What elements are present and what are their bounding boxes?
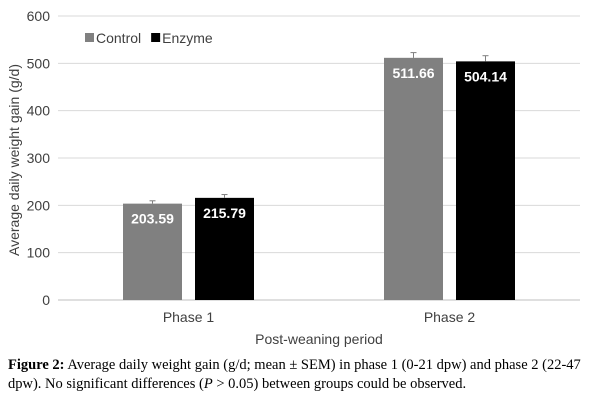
caption-italic-p: P [203,376,213,392]
legend-swatch [85,33,94,42]
x-axis-title: Post-weaning period [255,331,383,347]
legend-swatch [151,33,161,42]
data-label: 215.79 [203,205,246,221]
bar-enzyme-phase-1 [195,197,254,300]
y-axis-ticks: 0 100 200 300 400 500 600 [27,8,51,308]
data-label: 511.66 [392,65,434,81]
y-tick-label: 400 [27,103,51,119]
data-labels: 203.59 215.79 511.66 504.14 [131,65,507,227]
caption-text-part-2: > 0.05) between groups could be observed… [212,376,467,392]
y-axis-title: Average daily weight gain (g/d) [6,64,22,256]
error-bars [149,52,489,204]
bar-control-phase-2 [384,57,443,300]
y-tick-label: 300 [27,150,51,166]
bar-control-phase-1 [123,203,182,300]
x-tick-label: Phase 2 [424,309,476,325]
data-label: 504.14 [464,68,507,84]
bar-chart: 0 100 200 300 400 500 600 203.59 215.79 511.66 50… [6,8,580,347]
x-axis-ticks: Phase 1 Phase 2 [163,309,476,325]
y-tick-label: 100 [27,245,51,261]
caption-label: Figure 2: [8,357,65,373]
y-tick-label: 600 [27,8,51,24]
y-tick-label: 0 [42,292,50,308]
figure-caption: Figure 2: Average daily weight gain (g/d… [8,356,588,394]
legend-label: Control [96,30,141,46]
x-tick-label: Phase 1 [163,309,215,325]
y-tick-label: 200 [27,197,51,213]
legend: Control Enzyme [85,30,213,46]
y-tick-label: 500 [27,55,51,71]
caption-text-part-1: Average daily weight gain (g/d; mean ± S… [8,357,581,392]
bars [123,57,515,300]
data-label: 203.59 [131,211,174,227]
legend-label: Enzyme [162,30,213,46]
bar-enzyme-phase-2 [456,61,515,300]
